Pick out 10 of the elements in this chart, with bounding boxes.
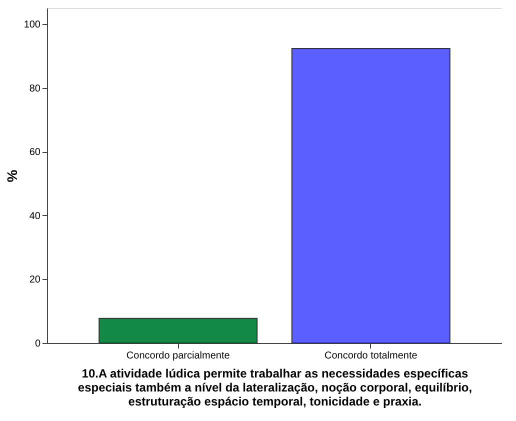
y-tick-label: 40 xyxy=(29,210,41,222)
x-axis-title: 10.A atividade lúdica permite trabalhar as necessidades específicas especiais também a nível da lateralização, noção corporal, equilíbrio, estruturação espácio temporal, tonicidade e praxia. xyxy=(78,366,472,408)
x-tick-label: Concordo totalmente xyxy=(324,350,418,362)
y-axis-title: % xyxy=(4,169,20,182)
y-tick-label: 80 xyxy=(29,83,41,94)
y-tick-label: 0 xyxy=(34,338,41,350)
x-tick-label: Concordo parcialmente xyxy=(126,350,230,362)
y-tick-label: 20 xyxy=(29,274,41,286)
y-tick-label: 60 xyxy=(29,147,41,158)
y-tick-label: 100 xyxy=(24,19,41,30)
